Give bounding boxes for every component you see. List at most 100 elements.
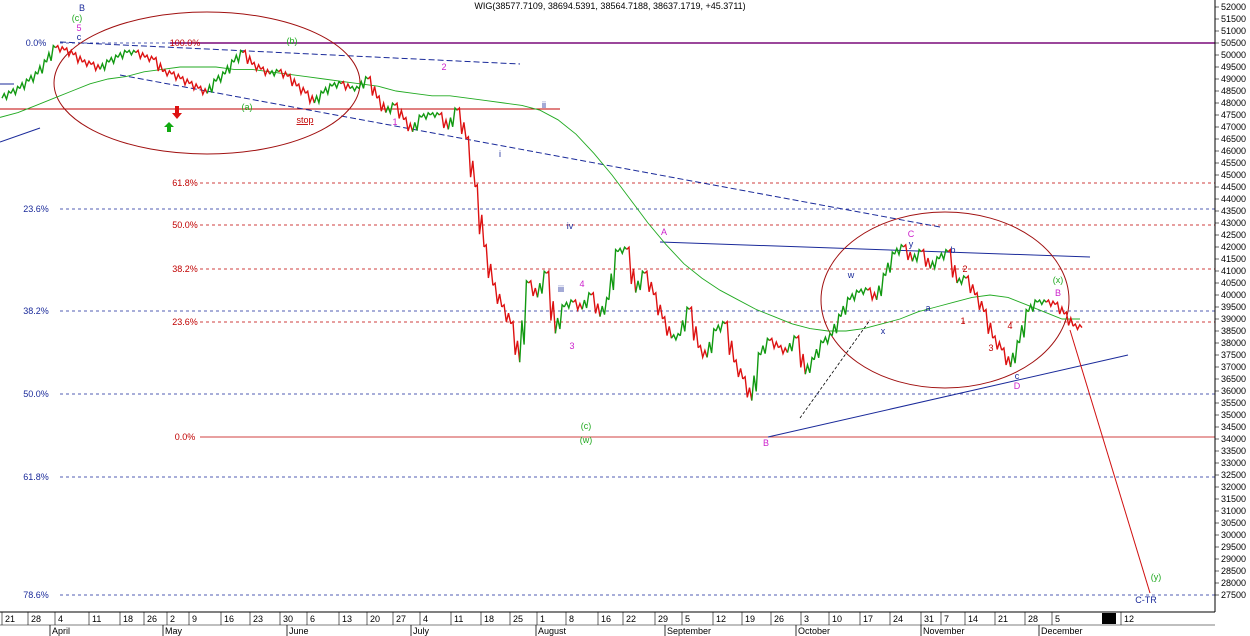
price-segment	[769, 337, 780, 351]
price-segment	[724, 320, 735, 363]
y-tick-label: 50500	[1221, 38, 1246, 48]
wave-label: 4	[1007, 321, 1012, 331]
price-segment	[1045, 298, 1056, 309]
price-segment	[492, 281, 503, 308]
price-segment	[188, 80, 200, 92]
y-axis-ticks: 27500 28000 28500 29000 29500 30000 30500 31000…	[1215, 2, 1246, 600]
wave-label: a	[925, 303, 930, 313]
wave-label: 5	[76, 23, 81, 33]
wave-label: (y)	[1151, 572, 1162, 582]
y-tick-label: 28500	[1221, 566, 1246, 576]
price-segment	[376, 94, 387, 113]
y-tick-label: 37500	[1221, 350, 1246, 360]
y-tick-label: 50000	[1221, 50, 1246, 60]
price-segment	[64, 46, 75, 59]
price-segment	[242, 48, 253, 65]
wave-label: w	[847, 270, 855, 280]
price-segment	[224, 58, 235, 75]
fib-label-blue: 0.0%	[26, 38, 47, 48]
x-tick-label: 10	[832, 614, 842, 624]
x-tick-label: 9	[192, 614, 197, 624]
wave-label: ii	[542, 100, 546, 110]
price-segment	[260, 65, 271, 78]
price-segment	[760, 336, 771, 356]
trendline-support	[767, 354, 1129, 438]
wave-label: B	[1055, 288, 1061, 298]
price-segment	[251, 61, 262, 73]
wave-label: 3	[988, 343, 993, 353]
price-segment	[1018, 308, 1029, 344]
x-month-label: August	[538, 626, 567, 636]
wave-label: y	[909, 239, 914, 249]
current-marker	[1102, 613, 1116, 624]
x-tick-label: 28	[31, 614, 41, 624]
x-tick-label: 5	[685, 614, 690, 624]
wave-label: c	[1015, 371, 1020, 381]
price-segment	[313, 89, 324, 106]
y-tick-label: 33500	[1221, 446, 1246, 456]
x-tick-label: 31	[924, 614, 934, 624]
price-segment	[903, 243, 914, 262]
price-segment	[171, 70, 182, 83]
price-segment	[296, 82, 307, 97]
y-tick-label: 37000	[1221, 362, 1246, 372]
price-segment	[822, 332, 833, 346]
y-tick-label: 35000	[1221, 410, 1246, 420]
wave-label: 1	[960, 316, 965, 326]
x-tick-label: 3	[804, 614, 809, 624]
moving-average-line	[0, 66, 1080, 332]
fib-label-red: 50.0%	[172, 220, 198, 230]
y-tick-label: 34500	[1221, 422, 1246, 432]
wave-label: 3	[569, 341, 574, 351]
x-tick-label: 19	[745, 614, 755, 624]
x-tick-label: 7	[944, 614, 949, 624]
fib-label-blue: 78.6%	[23, 590, 49, 600]
price-segment	[831, 312, 842, 336]
wave-label: (b)	[287, 36, 298, 46]
price-segment	[804, 356, 815, 375]
price-segment	[795, 334, 806, 375]
y-tick-label: 36000	[1221, 386, 1246, 396]
price-segment	[929, 255, 940, 272]
y-tick-label: 49500	[1221, 62, 1246, 72]
price-segment	[947, 248, 958, 284]
price-segment	[876, 272, 887, 300]
x-tick-label: 4	[423, 614, 428, 624]
wave-label: C-TR	[1135, 595, 1157, 605]
price-segment	[956, 274, 967, 287]
price-segment	[751, 351, 762, 401]
y-tick-label: 48000	[1221, 98, 1246, 108]
x-tick-label: 5	[1055, 614, 1060, 624]
price-segment	[81, 58, 92, 69]
wave-label: (c)	[581, 421, 592, 431]
x-tick-label: 26	[774, 614, 784, 624]
price-segment	[438, 111, 449, 130]
price-segment	[653, 291, 664, 320]
price-segment	[974, 291, 985, 312]
wave-label: i	[499, 149, 501, 159]
price-segment	[19, 77, 30, 92]
price-segment	[483, 243, 494, 286]
y-tick-label: 43500	[1221, 206, 1246, 216]
y-tick-label: 42000	[1221, 242, 1246, 252]
y-tick-label: 44500	[1221, 182, 1246, 192]
y-tick-label: 29000	[1221, 554, 1246, 564]
price-segment	[394, 101, 405, 120]
price-segment	[322, 82, 333, 97]
wave-label: iv	[567, 221, 574, 231]
y-tick-label: 35500	[1221, 398, 1246, 408]
y-tick-label: 43000	[1221, 218, 1246, 228]
price-segment	[590, 291, 601, 317]
price-segment	[37, 58, 48, 75]
price-segment	[920, 248, 931, 269]
price-segment	[28, 70, 39, 85]
ellipse-right	[820, 211, 1070, 389]
price-segment	[938, 248, 949, 262]
price-segment	[180, 75, 191, 87]
price-segment	[840, 296, 851, 317]
price-segment	[884, 250, 896, 276]
price-segment	[331, 80, 342, 90]
price-segment	[867, 286, 878, 303]
